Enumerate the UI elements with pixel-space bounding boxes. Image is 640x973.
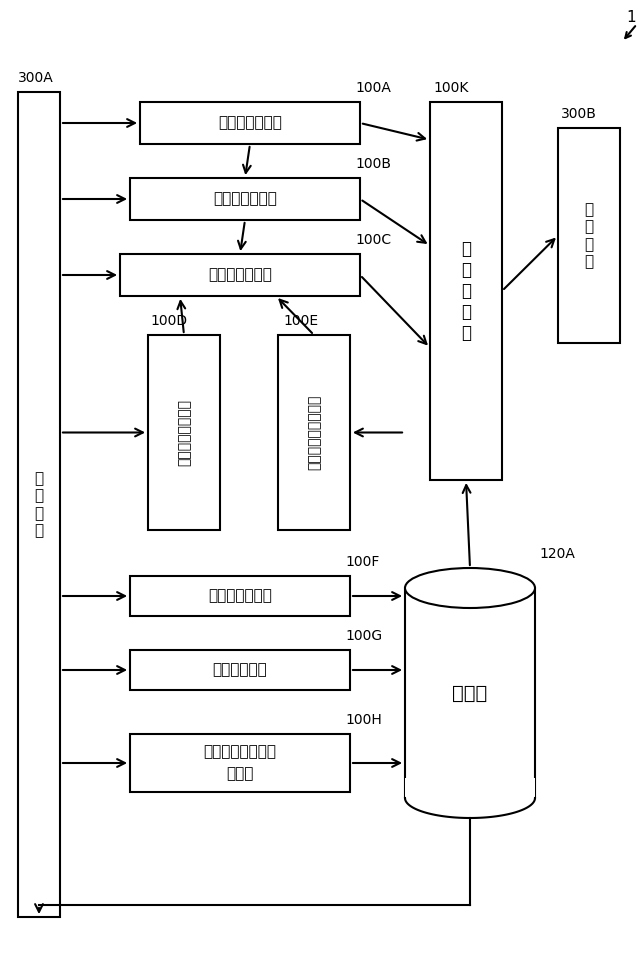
Bar [148, 335, 220, 530]
Text: 100B: 100B [355, 157, 391, 171]
Bar [120, 254, 360, 296]
Text: 100G: 100G [345, 629, 382, 643]
Text: 短期計画作成部: 短期計画作成部 [208, 268, 272, 282]
Text: 100F: 100F [345, 555, 380, 569]
Bar [140, 102, 360, 144]
Text: 収出荷・売上記録: 収出荷・売上記録 [204, 744, 276, 760]
Text: シフト予定作成部: シフト予定作成部 [177, 399, 191, 466]
Text: 300B: 300B [561, 107, 597, 121]
Text: 病害虫入力部: 病害虫入力部 [212, 663, 268, 677]
Text: 1: 1 [626, 11, 636, 25]
Text: 120A: 120A [539, 547, 575, 561]
Bar [130, 576, 350, 616]
Text: 100A: 100A [355, 81, 391, 95]
Bar [278, 335, 350, 530]
Text: 100C: 100C [355, 233, 391, 247]
Bar [558, 128, 620, 343]
Bar [130, 650, 350, 690]
Bar [430, 102, 502, 480]
Bar [130, 734, 350, 792]
Text: 画
面
生
成
部: 画 面 生 成 部 [461, 240, 471, 342]
Bar [405, 778, 535, 798]
Bar [18, 92, 60, 917]
Text: 長期計画作成部: 長期計画作成部 [218, 116, 282, 130]
Text: 100K: 100K [433, 81, 468, 95]
Text: 300A: 300A [18, 71, 54, 85]
Text: 入力部: 入力部 [227, 767, 253, 781]
Text: 表
示
装
置: 表 示 装 置 [584, 202, 593, 270]
Text: 100E: 100E [283, 314, 318, 328]
Ellipse shape [405, 778, 535, 818]
Bar [130, 178, 360, 220]
Text: 入
力
装
置: 入 力 装 置 [35, 471, 44, 538]
Ellipse shape [405, 568, 535, 608]
Text: 100H: 100H [345, 713, 381, 727]
Text: 作業スピード計算部: 作業スピード計算部 [307, 395, 321, 470]
Text: 作業記録入力部: 作業記録入力部 [208, 589, 272, 603]
Text: 記憑部: 記憑部 [452, 683, 488, 703]
Text: 100D: 100D [150, 314, 187, 328]
Text: 中期計画作成部: 中期計画作成部 [213, 192, 277, 206]
